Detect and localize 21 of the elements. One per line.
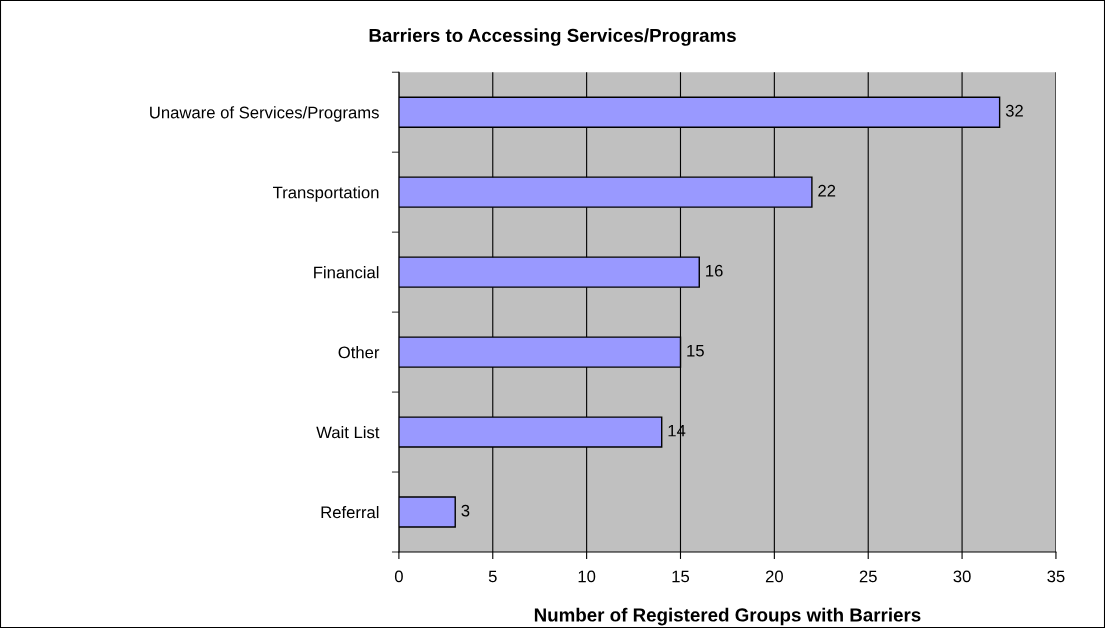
x-tick-label: 20: [765, 570, 783, 583]
data-label: 22: [818, 184, 836, 197]
y-tick-label: Wait List: [316, 426, 380, 439]
data-label: 15: [687, 344, 704, 357]
x-tick-label: 10: [578, 570, 596, 583]
y-tick-label: Unaware of Services/Programs: [150, 106, 379, 122]
x-tick-label: 5: [488, 570, 497, 583]
y-tick-label: Transportation: [273, 186, 379, 202]
x-tick-label: 0: [394, 570, 403, 583]
y-tick-label: Referral: [321, 505, 379, 519]
y-tick-label: Financial: [314, 266, 379, 279]
y-tick-label: Other: [338, 346, 380, 359]
data-label: 16: [706, 264, 723, 277]
x-axis-title: Number of Registered Groups with Barriers: [534, 607, 921, 626]
x-tick-label: 15: [672, 570, 690, 583]
chart-title: Barriers to Accessing Services/Programs: [369, 28, 736, 46]
x-tick-label: 30: [953, 570, 971, 583]
x-tick-label: 25: [859, 570, 877, 583]
data-label: 32: [1005, 104, 1023, 117]
x-tick-label: 35: [1047, 570, 1065, 583]
data-label: 3: [461, 504, 470, 517]
